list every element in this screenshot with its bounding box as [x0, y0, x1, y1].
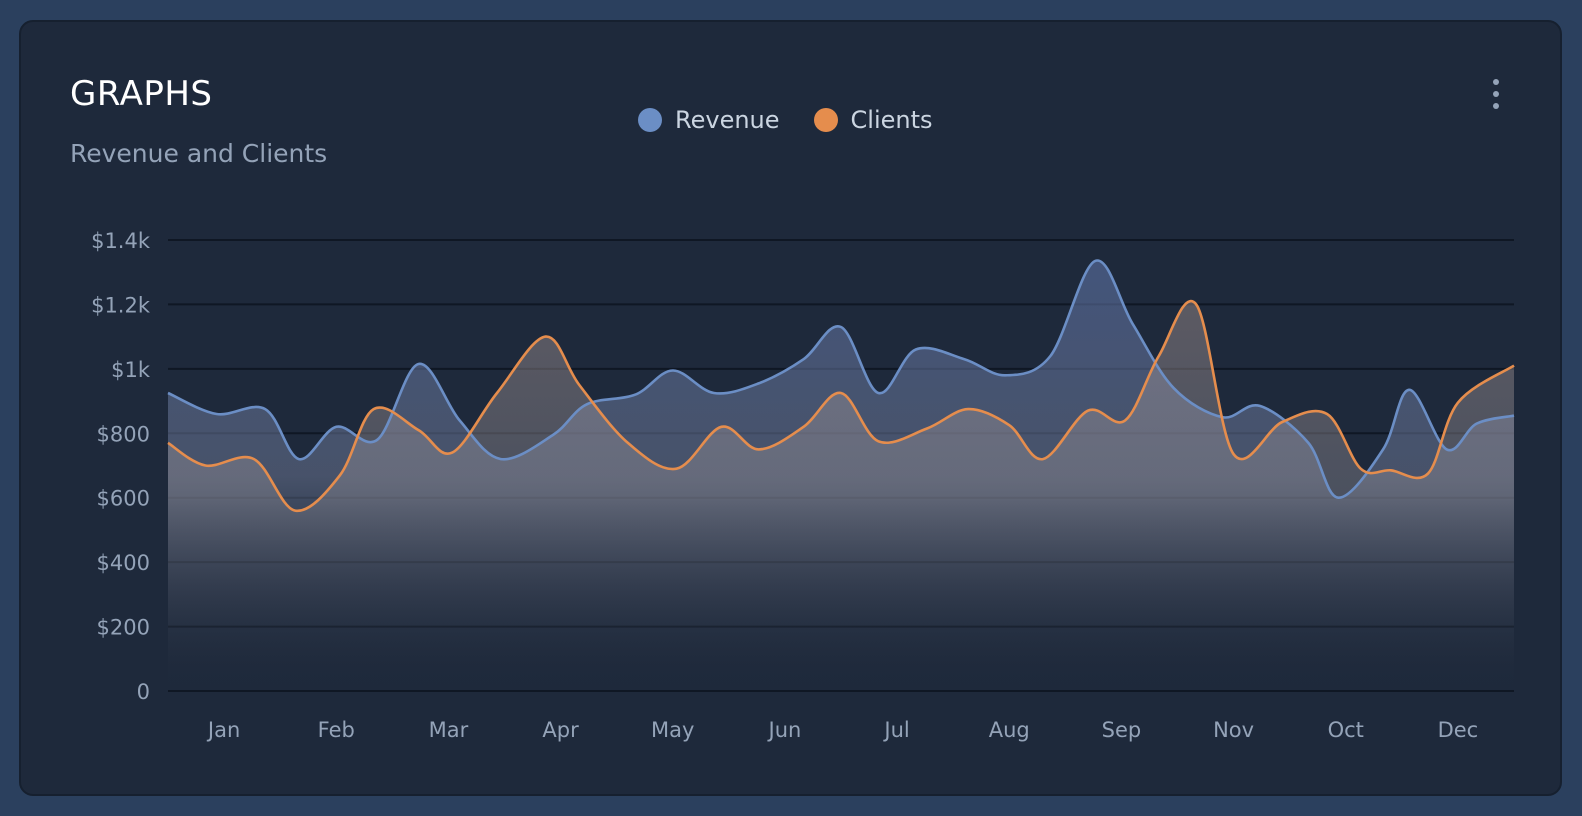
x-tick-label: May: [651, 718, 694, 742]
menu-dot: [1493, 103, 1499, 109]
x-tick-label: Apr: [542, 718, 579, 742]
legend-swatch-clients: [813, 108, 838, 132]
y-tick-label: $200: [97, 616, 150, 640]
x-tick-label: Jun: [767, 718, 802, 742]
menu-dot: [1493, 79, 1499, 85]
y-tick-label: $1.2k: [91, 293, 151, 317]
y-tick-label: 0: [137, 680, 150, 704]
card-title: GRAPHS: [70, 74, 213, 114]
x-tick-label: Aug: [989, 718, 1030, 742]
legend-label-clients: Clients: [850, 106, 933, 134]
x-tick-label: Sep: [1102, 718, 1142, 742]
more-vertical-icon[interactable]: [1484, 74, 1508, 114]
y-tick-label: $400: [97, 551, 150, 575]
x-tick-label: Feb: [318, 718, 355, 742]
series-line-revenue: [167, 259, 1515, 499]
x-tick-label: Oct: [1328, 718, 1364, 742]
legend-swatch-revenue: [638, 108, 662, 132]
card-subtitle: Revenue and Clients: [70, 139, 328, 168]
menu-dot: [1493, 91, 1499, 97]
y-tick-label: $800: [97, 422, 150, 446]
legend-label-revenue: Revenue: [675, 106, 780, 134]
y-tick-label: $1.4k: [91, 229, 151, 253]
y-tick-label: $1k: [111, 358, 151, 382]
x-tick-label: Jul: [882, 718, 909, 742]
chart-legend: Revenue Clients: [638, 106, 967, 134]
x-tick-label: Mar: [429, 718, 469, 742]
x-tick-label: Nov: [1213, 718, 1254, 742]
legend-item-revenue[interactable]: Revenue: [638, 106, 780, 134]
y-tick-label: $600: [97, 487, 150, 511]
area-clients: [168, 301, 1514, 691]
legend-item-clients[interactable]: Clients: [813, 106, 933, 134]
x-tick-label: Jan: [206, 718, 240, 742]
x-tick-label: Dec: [1438, 718, 1479, 742]
series-line-clients: [167, 300, 1515, 512]
